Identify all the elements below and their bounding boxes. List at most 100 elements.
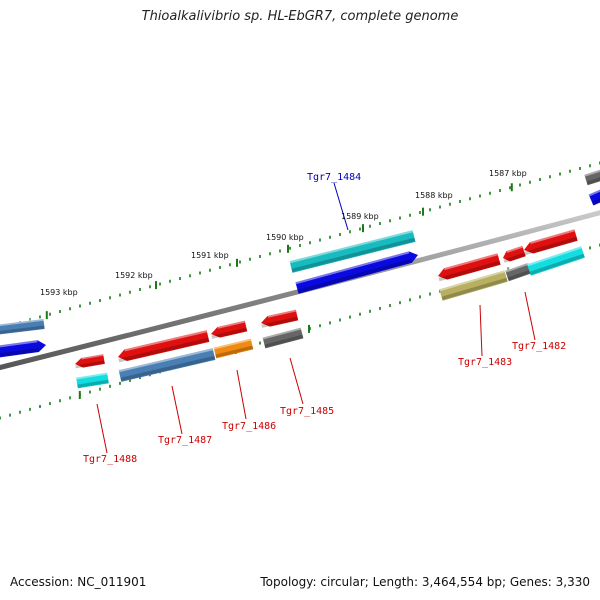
gene-arrow[interactable] xyxy=(438,251,501,282)
top-minor-tick xyxy=(269,252,271,256)
gene-label[interactable]: Tgr7_1487 xyxy=(158,435,212,446)
gene-arrow[interactable] xyxy=(295,249,418,294)
gene-label[interactable]: Tgr7_1488 xyxy=(83,454,137,465)
top-minor-tick xyxy=(39,315,41,319)
bottom-minor-tick xyxy=(419,295,421,299)
kbp-label: 1588 kbp xyxy=(415,191,453,200)
kbp-labels: 1587 kbp 1588 kbp 1589 kbp 1590 kbp 1591 kbp… xyxy=(40,169,527,297)
top-minor-tick xyxy=(219,266,221,269)
top-major-tick xyxy=(510,183,513,192)
top-minor-tick xyxy=(99,299,101,302)
gene-label[interactable]: Tgr7_1482 xyxy=(512,341,566,352)
top-minor-tick xyxy=(499,189,501,192)
bottom-minor-tick xyxy=(49,402,51,406)
gene-bar[interactable] xyxy=(0,317,45,335)
bottom-minor-tick xyxy=(99,387,101,391)
gene-arrow[interactable] xyxy=(261,308,299,328)
top-minor-tick xyxy=(429,208,431,212)
leader-line xyxy=(524,291,536,341)
gene-bar[interactable] xyxy=(75,371,109,389)
bottom-minor-tick xyxy=(129,379,131,383)
bottom-minor-tick xyxy=(259,341,261,345)
top-minor-tick xyxy=(449,202,451,206)
kbp-label: 1593 kbp xyxy=(40,288,78,297)
top-minor-tick xyxy=(379,222,381,225)
bottom-minor-tick xyxy=(389,304,391,308)
top-minor-tick xyxy=(209,268,211,272)
gene-bar[interactable] xyxy=(289,228,416,273)
gene-bar[interactable] xyxy=(526,244,585,276)
top-minor-tick xyxy=(469,197,471,201)
bottom-minor-tick xyxy=(429,292,431,296)
gene-arrow[interactable] xyxy=(75,352,105,369)
gene-arrow[interactable] xyxy=(503,244,526,263)
top-major-tick xyxy=(236,258,238,267)
top-minor-tick xyxy=(559,172,561,176)
top-major-tick xyxy=(155,281,157,290)
gene-bar[interactable] xyxy=(262,326,304,349)
gene-arrow[interactable] xyxy=(524,227,578,256)
gene-bar[interactable] xyxy=(213,337,254,359)
top-minor-tick xyxy=(419,211,421,214)
bottom-minor-tick xyxy=(589,246,591,250)
label-leaders xyxy=(96,182,536,454)
bottom-minor-tick xyxy=(59,399,61,403)
top-minor-tick xyxy=(479,194,481,198)
top-minor-tick xyxy=(139,288,141,291)
gene-label[interactable]: Tgr7_1483 xyxy=(458,357,512,368)
gene-arrow[interactable] xyxy=(0,338,46,358)
top-major-tick xyxy=(45,311,48,320)
bottom-major-tick xyxy=(308,324,310,333)
gene-bar[interactable] xyxy=(118,346,216,382)
top-minor-tick xyxy=(319,238,321,242)
gene-arrow[interactable] xyxy=(118,328,210,363)
top-minor-tick xyxy=(59,310,61,313)
gene-label[interactable]: Tgr7_1485 xyxy=(280,406,334,417)
gene-label[interactable]: Tgr7_1484 xyxy=(307,172,361,183)
kbp-label: 1592 kbp xyxy=(115,271,153,280)
leader-line xyxy=(289,357,304,405)
top-minor-tick xyxy=(279,249,281,253)
bottom-minor-tick xyxy=(0,416,1,420)
top-minor-tick xyxy=(109,296,111,300)
top-minor-tick xyxy=(339,233,341,236)
bottom-minor-tick xyxy=(379,306,381,310)
top-minor-tick xyxy=(239,260,241,264)
top-minor-tick xyxy=(29,318,31,322)
top-minor-tick xyxy=(229,263,231,267)
bottom-minor-tick xyxy=(109,384,111,388)
top-minor-tick xyxy=(539,178,541,181)
leader-line xyxy=(236,369,247,420)
kbp-tick-row-top xyxy=(0,161,600,330)
top-minor-tick xyxy=(579,167,581,170)
bottom-minor-tick xyxy=(19,410,21,414)
gene-bar[interactable] xyxy=(588,187,600,206)
top-minor-tick xyxy=(159,282,161,286)
gene-label[interactable]: Tgr7_1486 xyxy=(222,421,276,432)
kbp-label: 1591 kbp xyxy=(191,251,229,260)
top-minor-tick xyxy=(369,224,371,228)
top-minor-tick xyxy=(409,213,411,217)
gene-bar[interactable] xyxy=(504,261,532,282)
gene-features xyxy=(0,168,600,389)
topology-text: Topology: circular; Length: 3,464,554 bp… xyxy=(260,575,590,589)
bottom-minor-tick xyxy=(399,301,401,305)
gene-arrow[interactable] xyxy=(211,319,248,339)
leader-line xyxy=(171,385,183,435)
top-minor-tick xyxy=(199,271,201,275)
bottom-minor-tick xyxy=(319,324,321,328)
top-major-tick xyxy=(422,207,424,216)
gene-bar[interactable] xyxy=(438,268,508,301)
bottom-major-tick xyxy=(78,390,81,399)
bottom-minor-tick xyxy=(39,404,41,408)
top-minor-tick xyxy=(349,230,351,234)
top-minor-tick xyxy=(549,175,551,179)
accession-text: Accession: NC_011901 xyxy=(10,575,147,589)
bottom-minor-tick xyxy=(409,298,411,302)
kbp-label: 1590 kbp xyxy=(266,233,304,242)
top-minor-tick xyxy=(79,304,81,308)
gene-bar[interactable] xyxy=(583,168,600,186)
leader-line xyxy=(96,403,108,454)
top-minor-tick xyxy=(309,241,311,245)
